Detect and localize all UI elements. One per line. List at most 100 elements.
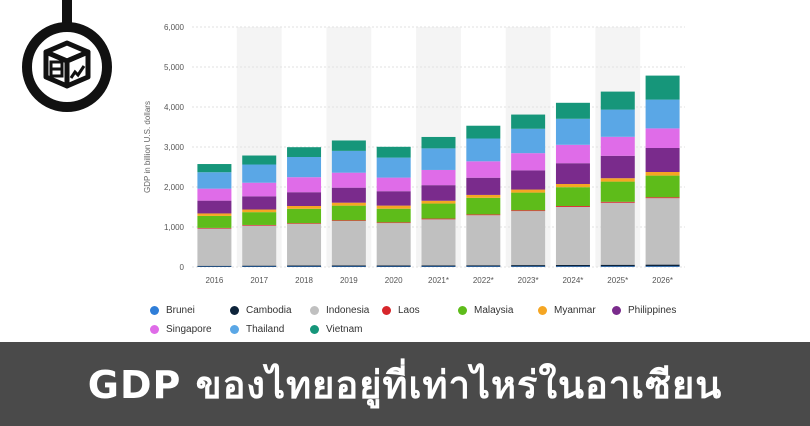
bar-segment xyxy=(331,265,366,267)
bar-segment xyxy=(600,201,635,203)
y-tick-label: 6,000 xyxy=(164,23,185,32)
bar-segment xyxy=(197,228,232,266)
bar-segment xyxy=(331,205,366,221)
chart-legend: Brunei Cambodia Indonesia Laos Malaysia Myanm… xyxy=(150,300,710,340)
legend-item[interactable]: Vietnam xyxy=(310,324,363,335)
bar-segment xyxy=(242,225,277,266)
legend-marker xyxy=(150,306,159,315)
bar-segment xyxy=(421,218,456,220)
bar-segment xyxy=(511,192,546,211)
bar-segment xyxy=(376,191,411,206)
bar-segment xyxy=(376,222,411,224)
x-tick-label: 2017 xyxy=(250,276,268,285)
legend-label: Philippines xyxy=(628,305,677,316)
bar-segment xyxy=(466,161,501,178)
legend-label: Laos xyxy=(398,305,420,316)
bar-segment xyxy=(242,224,277,226)
bar-segment xyxy=(466,266,501,267)
legend-item[interactable]: Singapore xyxy=(150,324,212,335)
bar-segment xyxy=(197,164,232,173)
bar-segment xyxy=(645,198,680,265)
bar-segment xyxy=(466,138,501,162)
bar-segment xyxy=(287,223,322,266)
bar-segment xyxy=(421,185,456,201)
bar-segment xyxy=(511,210,546,212)
bar-segment xyxy=(645,197,680,199)
y-tick-label: 2,000 xyxy=(164,183,185,192)
magnifier-chart-box-icon xyxy=(22,0,112,112)
bar-segment xyxy=(555,187,590,206)
bar-segment xyxy=(645,264,680,267)
bar-segment xyxy=(287,192,322,206)
legend-label: Indonesia xyxy=(326,305,370,316)
legend-label: Cambodia xyxy=(246,305,292,316)
bar-segment xyxy=(376,265,411,267)
bar-segment xyxy=(511,114,546,129)
bar-segment xyxy=(645,75,680,100)
bar-segment xyxy=(466,214,501,216)
bar-segment xyxy=(287,147,322,157)
bar-segment xyxy=(555,264,590,267)
bar-segment xyxy=(287,208,322,224)
legend-marker xyxy=(150,325,159,334)
banner-title: GDP ของไทยอยู่ที่เท่าไหร่ในอาเซียน xyxy=(87,362,723,407)
bar-segment xyxy=(376,157,411,178)
bar-segment xyxy=(287,266,322,267)
y-axis-label: GDP in billion U.S. dollars xyxy=(143,101,152,193)
bar-segment xyxy=(645,148,680,172)
x-tick-label: 2018 xyxy=(295,276,313,285)
bar-segment xyxy=(421,148,456,170)
x-tick-label: 2016 xyxy=(206,276,224,285)
legend-item[interactable]: Myanmar xyxy=(538,305,596,316)
legend-item[interactable]: Cambodia xyxy=(230,305,292,316)
title-banner: GDP ของไทยอยู่ที่เท่าไหร่ในอาเซียน xyxy=(0,342,810,426)
legend-item[interactable]: Laos xyxy=(382,305,420,316)
legend-item[interactable]: Brunei xyxy=(150,305,195,316)
bar-segment xyxy=(600,181,635,202)
bar-segment xyxy=(600,136,635,156)
bar-segment xyxy=(555,163,590,184)
bar-segment xyxy=(645,172,680,176)
legend-item[interactable]: Malaysia xyxy=(458,305,513,316)
bar-segment xyxy=(421,169,456,186)
bar-segment xyxy=(197,227,232,229)
bar-segment xyxy=(466,194,501,198)
legend-item[interactable]: Indonesia xyxy=(310,305,369,316)
bar-segment xyxy=(242,209,277,213)
legend-marker xyxy=(612,306,621,315)
y-tick-label: 5,000 xyxy=(164,63,185,72)
x-tick-label: 2020 xyxy=(385,276,403,285)
bar-segment xyxy=(555,206,590,207)
bar-segment xyxy=(331,187,366,203)
bar-segment xyxy=(645,175,680,198)
legend-label: Vietnam xyxy=(326,324,363,335)
legend-item[interactable]: Philippines xyxy=(612,305,676,316)
legend-marker xyxy=(458,306,467,315)
legend-label: Malaysia xyxy=(474,305,514,316)
bar-segment xyxy=(466,215,501,266)
bar-segment xyxy=(466,125,501,139)
bar-segment xyxy=(600,266,635,267)
bar-segment xyxy=(600,109,635,137)
y-tick-label: 1,000 xyxy=(164,223,185,232)
bar-segment xyxy=(331,140,366,151)
bar-segment xyxy=(331,221,366,266)
bar-segment xyxy=(287,265,322,267)
bar-segment xyxy=(645,99,680,129)
y-tick-label: 4,000 xyxy=(164,103,185,112)
bar-segment xyxy=(197,200,232,214)
x-tick-label: 2024* xyxy=(562,276,583,285)
bar-segment xyxy=(421,200,456,204)
legend-label: Thailand xyxy=(246,324,285,335)
bar-segment xyxy=(645,128,680,148)
legend-marker xyxy=(230,325,239,334)
bar-segment xyxy=(242,155,277,165)
bar-segment xyxy=(376,208,411,223)
bar-segment xyxy=(421,266,456,267)
x-tick-label: 2026* xyxy=(652,276,673,285)
bar-segment xyxy=(600,155,635,179)
bar-segment xyxy=(242,212,277,225)
legend-item[interactable]: Thailand xyxy=(230,324,284,335)
bar-segment xyxy=(600,202,635,265)
bar-segment xyxy=(511,266,546,267)
